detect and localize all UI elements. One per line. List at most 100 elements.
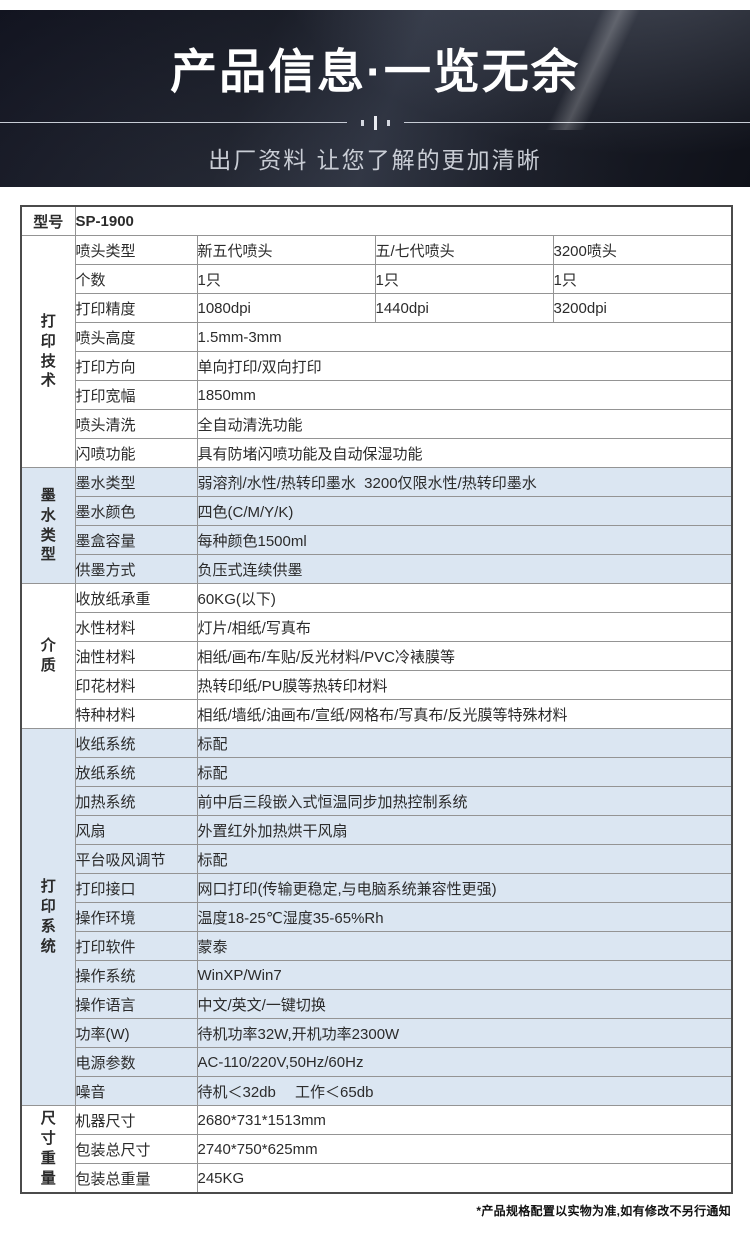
spec-row: 型号 SP-1900: [20, 205, 733, 236]
spec-row-value: 待机＜32db 工作＜65db: [196, 1076, 733, 1106]
spec-row-value: 温度18-25℃湿度35-65%Rh: [196, 902, 733, 932]
spec-row-label: 喷头高度: [74, 322, 198, 352]
spec-row-label: 印花材料: [74, 670, 198, 700]
spec-row: 墨盒容量 每种颜色1500ml: [21, 525, 733, 555]
spec-row: 打印方向 单向打印/双向打印: [21, 351, 733, 381]
hero-divider: [0, 115, 750, 130]
spec-row-value: 弱溶剂/水性/热转印墨水 3200仅限水性/热转印墨水: [196, 467, 733, 497]
spec-row: 打印精度 1080dpi 1440dpi 3200dpi: [21, 293, 733, 323]
spec-row-label: 墨水颜色: [74, 496, 198, 526]
spec-row-value: 标配: [196, 757, 733, 787]
spec-row-label: 操作语言: [74, 989, 198, 1019]
spec-row: 喷头清洗 全自动清洗功能: [21, 409, 733, 439]
spec-row-value: 相纸/画布/车贴/反光材料/PVC冷裱膜等: [196, 641, 733, 671]
spec-row: 打印接口 网口打印(传输更稳定,与电脑系统兼容性更强): [21, 873, 733, 903]
spec-table-body: 型号 SP-1900 打印技术喷头类型 新五代喷头 五/七代喷头 3200喷头 个数 1只 1只…: [20, 205, 733, 1194]
spec-row-label: 收纸系统: [74, 728, 198, 758]
spec-row: 包装总重量 245KG: [21, 1163, 733, 1194]
spec-row-value: 全自动清洗功能: [196, 409, 733, 439]
spec-row-value: 四色(C/M/Y/K): [196, 496, 733, 526]
spec-row-label: 电源参数: [74, 1047, 198, 1077]
spec-row-label: 打印接口: [74, 873, 198, 903]
spec-row-label: 墨盒容量: [74, 525, 198, 555]
model-value: SP-1900: [74, 205, 733, 236]
page-title: 产品信息·一览无余: [170, 45, 580, 98]
spec-row: 闪喷功能 具有防堵闪喷功能及自动保湿功能: [21, 438, 733, 468]
divider-line-right: [403, 122, 750, 124]
spec-row: 操作环境 温度18-25℃湿度35-65%Rh: [21, 902, 733, 932]
hero-banner: 产品信息·一览无余 出厂资料 让您了解的更加清晰: [0, 10, 750, 187]
spec-row: 水性材料 灯片/相纸/写真布: [21, 612, 733, 642]
page-subtitle: 出厂资料 让您了解的更加清晰: [208, 146, 542, 173]
spec-row: 放纸系统 标配: [21, 757, 733, 787]
divider-tick-icon: [386, 119, 390, 126]
spec-table: 型号 SP-1900 打印技术喷头类型 新五代喷头 五/七代喷头 3200喷头 个数 1只 1只…: [20, 205, 733, 1194]
spec-row-label: 包装总重量: [74, 1163, 198, 1194]
spec-row: 平台吸风调节 标配: [21, 844, 733, 874]
spec-row-label: 闪喷功能: [74, 438, 198, 468]
spec-row-value: 2680*731*1513mm: [196, 1105, 733, 1135]
spec-row-label: 风扇: [74, 815, 198, 845]
spec-row: 风扇 外置红外加热烘干风扇: [21, 815, 733, 845]
spec-row: 尺寸重量机器尺寸 2680*731*1513mm: [20, 1105, 733, 1194]
spec-row-value: 1只: [552, 264, 733, 294]
spec-row: 操作语言 中文/英文/一键切换: [21, 989, 733, 1019]
spec-row-label: 打印软件: [74, 931, 198, 961]
spec-group-label: 打印系统: [20, 728, 76, 1106]
spec-row: 介质收放纸承重 60KG(以下): [20, 583, 733, 729]
spec-row-label: 个数: [74, 264, 198, 294]
spec-row: 打印系统收纸系统 标配: [20, 728, 733, 1106]
disclaimer-note: *产品规格配置以实物为准,如有修改不另行通知: [476, 1204, 731, 1218]
spec-row-label: 打印精度: [74, 293, 198, 323]
spec-row: 油性材料 相纸/画布/车贴/反光材料/PVC冷裱膜等: [21, 641, 733, 671]
spec-row-value: 1只: [196, 264, 376, 294]
spec-row-label: 放纸系统: [74, 757, 198, 787]
spec-row-label: 噪音: [74, 1076, 198, 1106]
spec-row-label: 机器尺寸: [74, 1105, 198, 1135]
spec-row: 墨水类型墨水类型 弱溶剂/水性/热转印墨水 3200仅限水性/热转印墨水: [20, 467, 733, 584]
spec-row: 特种材料 相纸/墙纸/油画布/宣纸/网格布/写真布/反光膜等特殊材料: [21, 699, 733, 729]
spec-row-label: 打印方向: [74, 351, 198, 381]
spec-row-value: 新五代喷头: [196, 235, 376, 265]
spec-row-value: 相纸/墙纸/油画布/宣纸/网格布/写真布/反光膜等特殊材料: [196, 699, 733, 729]
spec-row: 打印宽幅 1850mm: [21, 380, 733, 410]
spec-row-value: 中文/英文/一键切换: [196, 989, 733, 1019]
spec-row-value: 单向打印/双向打印: [196, 351, 733, 381]
spec-row-value: 热转印纸/PU膜等热转印材料: [196, 670, 733, 700]
spec-row-value: 1080dpi: [196, 293, 376, 323]
spec-row-value: 灯片/相纸/写真布: [196, 612, 733, 642]
spec-row-label: 油性材料: [74, 641, 198, 671]
divider-bar-icon: [373, 115, 377, 130]
spec-row: 电源参数 AC-110/220V,50Hz/60Hz: [21, 1047, 733, 1077]
spec-row: 墨水颜色 四色(C/M/Y/K): [21, 496, 733, 526]
spec-group-label: 尺寸重量: [20, 1105, 76, 1194]
divider-center-marks: [360, 115, 390, 130]
spec-row-label: 加热系统: [74, 786, 198, 816]
divider-line-left: [0, 122, 347, 124]
spec-group-label: 墨水类型: [20, 467, 76, 584]
spec-row-value: 前中后三段嵌入式恒温同步加热控制系统: [196, 786, 733, 816]
spec-row: 打印软件 蒙泰: [21, 931, 733, 961]
spec-row-value: AC-110/220V,50Hz/60Hz: [196, 1047, 733, 1077]
spec-row-value: 3200喷头: [552, 235, 733, 265]
spec-row: 加热系统 前中后三段嵌入式恒温同步加热控制系统: [21, 786, 733, 816]
spec-row-label: 墨水类型: [74, 467, 198, 497]
spec-row-label: 水性材料: [74, 612, 198, 642]
spec-row-value: 标配: [196, 844, 733, 874]
spec-row-label: 供墨方式: [74, 554, 198, 584]
spec-row-label: 包装总尺寸: [74, 1134, 198, 1164]
spec-row-label: 平台吸风调节: [74, 844, 198, 874]
spec-row: 喷头高度 1.5mm-3mm: [21, 322, 733, 352]
spec-row-label: 操作系统: [74, 960, 198, 990]
spec-row-value: 网口打印(传输更稳定,与电脑系统兼容性更强): [196, 873, 733, 903]
spec-row-value: 外置红外加热烘干风扇: [196, 815, 733, 845]
spec-row: 噪音 待机＜32db 工作＜65db: [21, 1076, 733, 1106]
spec-row-value: 1440dpi: [374, 293, 554, 323]
spec-row-value: 五/七代喷头: [374, 235, 554, 265]
spec-row: 功率(W) 待机功率32W,开机功率2300W: [21, 1018, 733, 1048]
spec-row-label: 特种材料: [74, 699, 198, 729]
spec-row-value: 245KG: [196, 1163, 733, 1194]
spec-row-value: 蒙泰: [196, 931, 733, 961]
spec-row-value: 3200dpi: [552, 293, 733, 323]
spec-row-label: 喷头清洗: [74, 409, 198, 439]
